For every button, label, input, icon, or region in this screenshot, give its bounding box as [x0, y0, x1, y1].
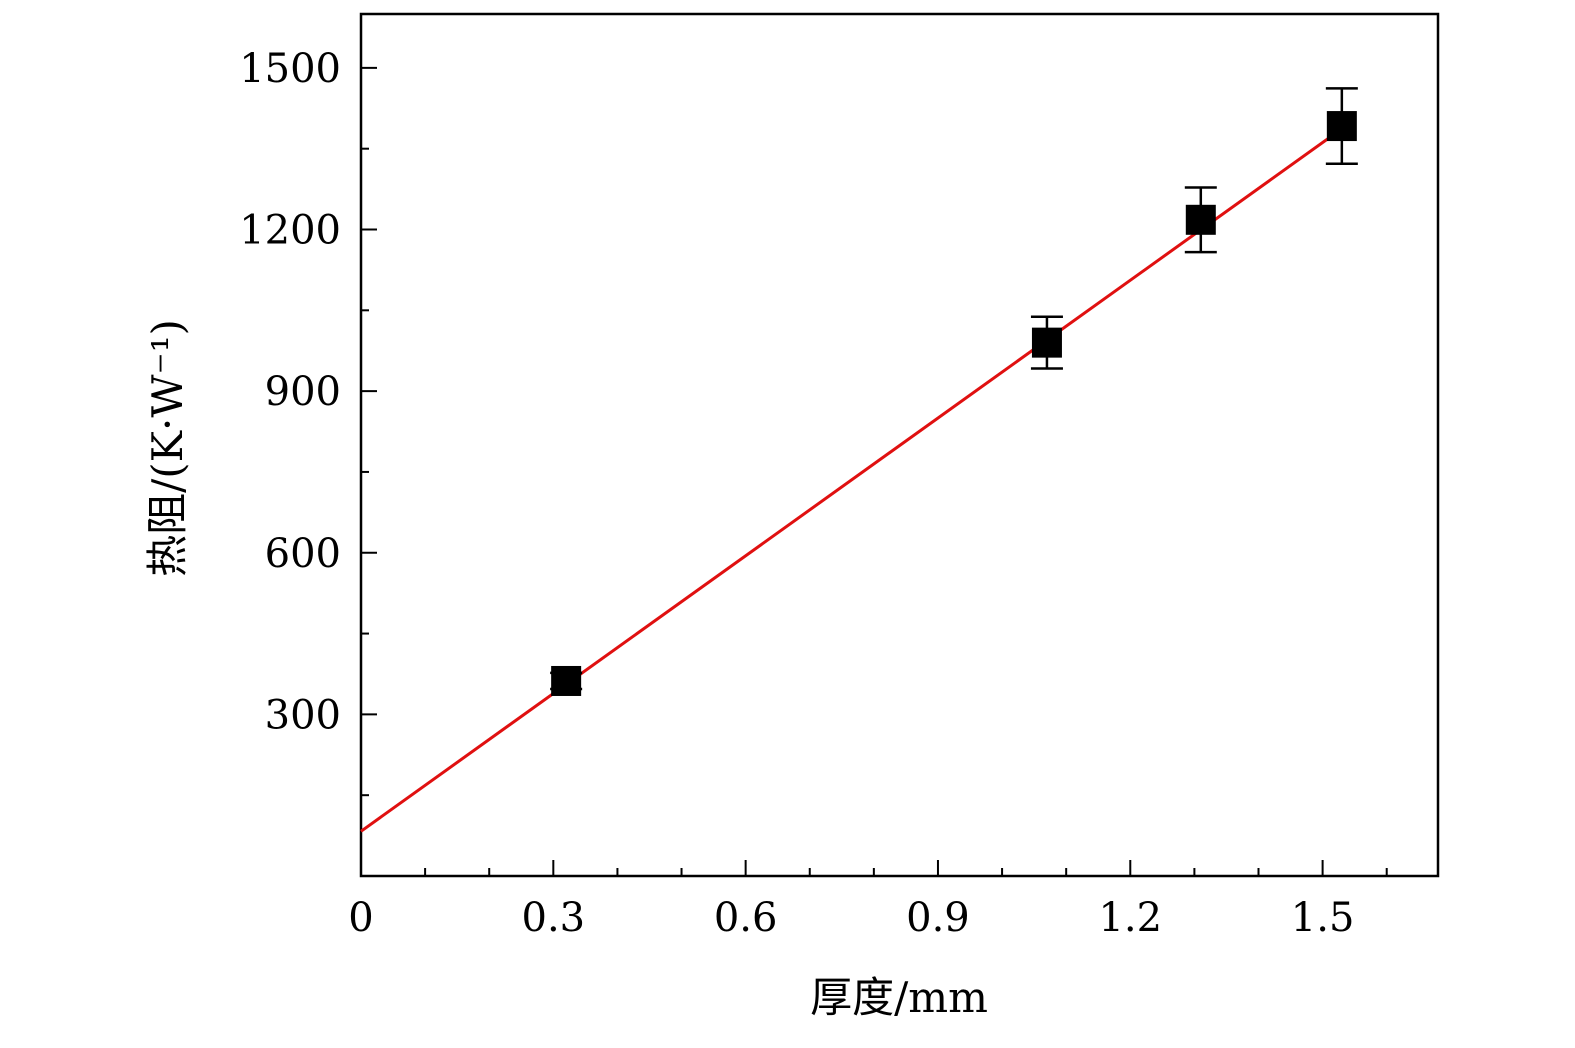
y-tick-label: 1200 [239, 208, 341, 254]
y-tick-label: 300 [265, 692, 341, 738]
fit-line-group [360, 127, 1343, 833]
data-points [550, 87, 1358, 696]
x-tick-label: 1.2 [1098, 895, 1162, 941]
data-point [551, 665, 582, 696]
x-tick-label: 1.5 [1291, 895, 1355, 941]
axis-ticks [360, 66, 1388, 876]
y-tick-label: 1500 [239, 46, 341, 92]
y-tick-label: 900 [265, 369, 341, 415]
x-tick-label: 0.3 [522, 895, 586, 941]
x-axis-label: 厚度/mm [810, 973, 988, 1022]
fit-line [360, 127, 1343, 833]
x-tick-label: 0 [348, 895, 373, 941]
tick-labels: 0 0.3 0.6 0.9 1.2 1.5 300 600 900 1200 1500 [239, 46, 1354, 941]
data-point [1185, 204, 1216, 235]
y-tick-label: 600 [265, 531, 341, 577]
x-tick-label: 0.6 [714, 895, 778, 941]
x-tick-label: 0.9 [906, 895, 970, 941]
data-point [1031, 327, 1062, 358]
y-axis-label: 热阻/(K·W⁻¹) [143, 319, 192, 577]
plot-frame [359, 12, 1440, 878]
data-point [1326, 111, 1357, 142]
